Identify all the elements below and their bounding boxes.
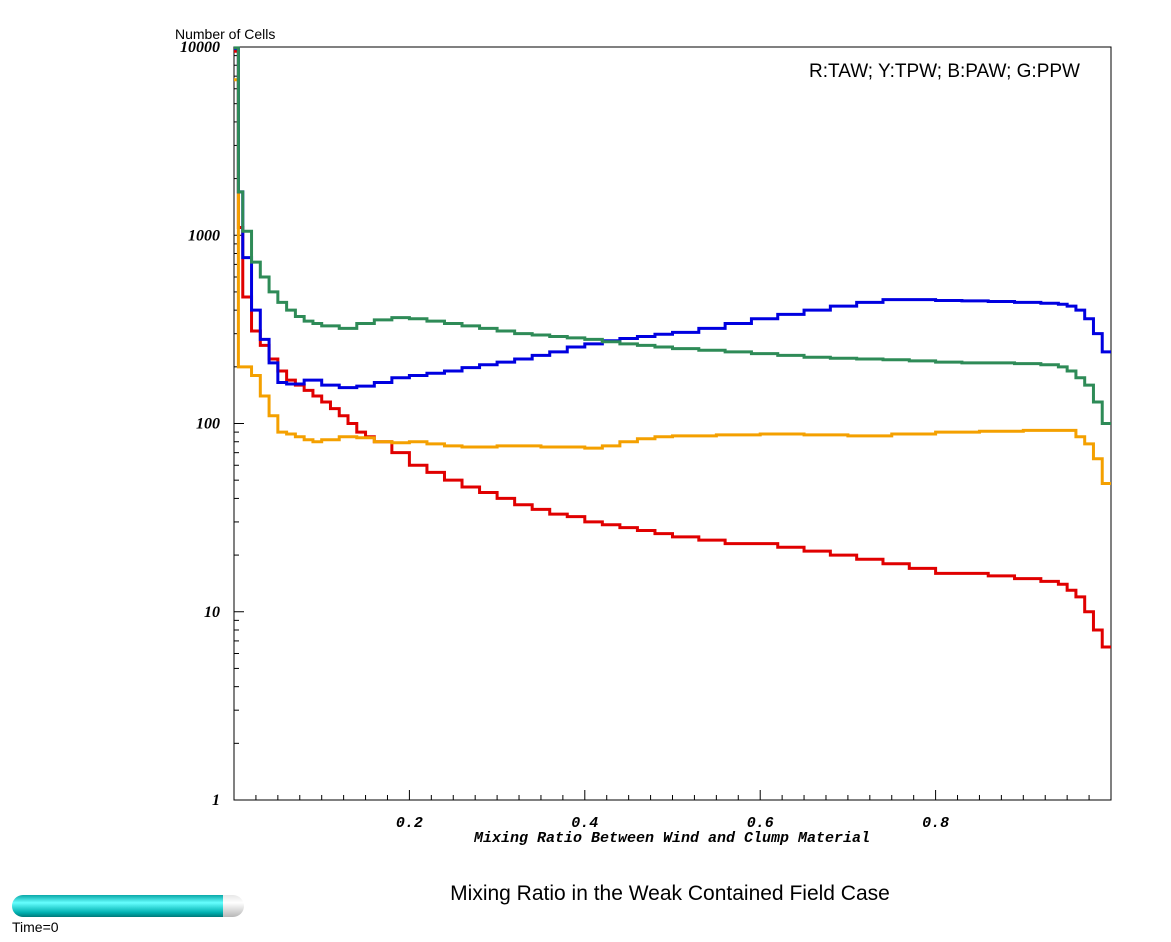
series-group bbox=[234, 46, 1111, 649]
y-tick-label: 1 bbox=[212, 792, 220, 809]
series-line-2 bbox=[234, 78, 1111, 486]
y-tick-label: 10000 bbox=[180, 39, 220, 56]
x-tick-labels: 0.2 0.4 0.6 0.8 bbox=[396, 815, 949, 832]
chart-title: Mixing Ratio in the Weak Contained Field… bbox=[450, 882, 890, 905]
y-tick-labels: 1 10 100 1000 10000 bbox=[180, 39, 220, 809]
x-tick-label: 0.2 bbox=[396, 815, 423, 832]
y-axis-label: Number of Cells bbox=[175, 26, 275, 42]
series-line-1 bbox=[234, 49, 1111, 649]
time-slider[interactable] bbox=[12, 895, 244, 917]
x-tick-label: 0.6 bbox=[747, 815, 774, 832]
y-tick-label: 1000 bbox=[188, 227, 220, 244]
x-tick-label: 0.8 bbox=[922, 815, 949, 832]
axis-ticks bbox=[234, 46, 1090, 801]
x-axis-label: Mixing Ratio Between Wind and Clump Mate… bbox=[473, 830, 870, 847]
plot-frame bbox=[233, 46, 1112, 801]
y-tick-label: 100 bbox=[196, 416, 220, 433]
time-label: Time=0 bbox=[12, 919, 59, 935]
y-tick-label: 10 bbox=[204, 604, 220, 621]
legend-text: R:TAW; Y:TPW; B:PAW; G:PPW bbox=[809, 61, 1080, 82]
time-slider-fill bbox=[12, 895, 224, 917]
x-tick-label: 0.4 bbox=[571, 815, 598, 832]
series-line-3 bbox=[234, 47, 1111, 390]
series-line-4 bbox=[234, 46, 1111, 425]
